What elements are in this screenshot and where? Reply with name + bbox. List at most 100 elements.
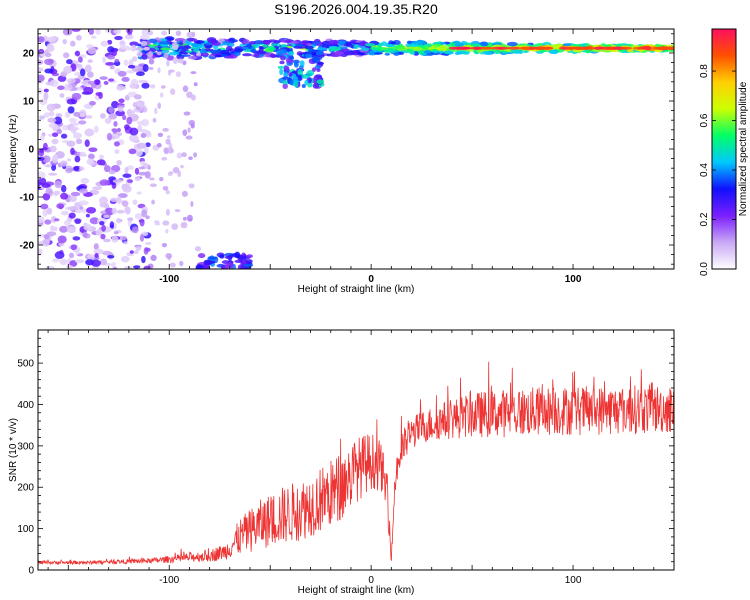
heatmap-cell	[196, 52, 201, 56]
heatmap-cell	[125, 70, 136, 74]
heatmap-cell	[54, 218, 60, 222]
heatmap-cell	[199, 50, 208, 54]
heatmap-cell	[381, 41, 387, 47]
heatmap-cell	[269, 53, 277, 59]
heatmap-cell	[57, 75, 67, 82]
heatmap-cell	[48, 172, 58, 176]
heatmap-cell	[43, 234, 50, 240]
heatmap-cell	[106, 132, 113, 141]
heatmap-cell	[49, 145, 57, 153]
heatmap-cell	[663, 46, 674, 50]
heatmap-cell	[42, 192, 51, 201]
heatmap-cell	[262, 40, 271, 45]
heatmap-cell	[506, 46, 521, 50]
heatmap-cell	[210, 49, 222, 54]
heatmap-cell	[87, 47, 97, 55]
heatmap-cell	[133, 94, 142, 100]
heatmap-cell	[94, 253, 99, 258]
heatmap-cell	[177, 46, 188, 50]
heatmap-cell	[59, 225, 69, 233]
heatmap-cell	[44, 219, 52, 225]
heatmap-cell	[443, 50, 450, 55]
heatmap-cell	[145, 215, 150, 220]
heatmap-cell	[140, 132, 147, 138]
heatmap-cell	[243, 263, 254, 267]
heatmap-cell	[42, 155, 51, 163]
heatmap-cell	[59, 258, 68, 266]
heatmap-cell	[62, 38, 67, 45]
heatmap-cell	[134, 167, 140, 175]
heatmap-cell	[205, 42, 212, 46]
heatmap-cell	[225, 262, 234, 269]
heatmap-cell	[289, 56, 295, 60]
heatmap-cell	[79, 206, 84, 210]
heatmap-cell	[289, 79, 294, 86]
heatmap-cell	[160, 85, 166, 89]
heatmap-cell	[312, 82, 320, 89]
heatmap-cell	[124, 124, 130, 130]
heatmap-cell	[562, 43, 572, 47]
heatmap-cell	[102, 56, 107, 64]
heatmap-cell	[139, 218, 145, 227]
heatmap-cell	[180, 54, 191, 57]
heatmap-cell	[138, 166, 146, 170]
heatmap-cell	[107, 255, 115, 259]
heatmap-cell	[148, 177, 155, 181]
heatmap-cell	[141, 118, 150, 127]
heatmap-cell	[602, 44, 612, 47]
heatmap-cell	[39, 148, 44, 153]
heatmap-cell	[78, 200, 89, 206]
heatmap-cell	[208, 256, 218, 260]
heatmap-cell	[182, 85, 189, 93]
heatmap-cell	[204, 44, 213, 49]
heatmap-cell	[411, 40, 423, 45]
heatmap-cell	[191, 42, 199, 48]
heatmap-cell	[134, 47, 144, 51]
heatmap-cell	[132, 199, 138, 205]
heatmap-cell	[117, 132, 123, 136]
heatmap-cell	[250, 48, 257, 53]
x-tick-label: 0	[368, 274, 374, 285]
heatmap-cell	[147, 263, 154, 269]
heatmap-cell	[137, 103, 143, 108]
heatmap-cell	[111, 207, 118, 215]
heatmap-cell	[96, 159, 106, 166]
heatmap-cell	[219, 254, 225, 259]
heatmap-cell	[150, 84, 156, 89]
heatmap-cell	[144, 247, 151, 252]
heatmap-cell	[116, 159, 122, 166]
heatmap-cell	[77, 166, 85, 171]
heatmap-cell	[187, 127, 191, 133]
heatmap-cell	[307, 83, 313, 88]
heatmap-cell	[315, 51, 324, 56]
heatmap-cell	[191, 31, 196, 38]
heatmap-cell	[108, 78, 115, 82]
y-tick-label: 300	[17, 441, 34, 452]
heatmap-cell	[593, 46, 603, 50]
heatmap-cell	[234, 259, 243, 263]
heatmap-cell	[72, 236, 81, 241]
heatmap-cell	[299, 60, 305, 67]
heatmap-cell	[159, 176, 164, 182]
heatmap-cell	[136, 51, 143, 58]
heatmap-cell	[423, 49, 432, 54]
heatmap-cell	[98, 196, 109, 205]
heatmap-cell	[44, 58, 54, 66]
heatmap-cell	[542, 46, 554, 50]
x-tick-label: -100	[159, 575, 179, 586]
heatmap-cell	[283, 65, 290, 71]
heatmap-cell	[43, 92, 49, 101]
heatmap-cell	[168, 69, 175, 73]
heatmap-cell	[83, 86, 94, 95]
heatmap-cell	[282, 83, 288, 90]
heatmap-cell	[493, 49, 501, 54]
heatmap-cell	[122, 114, 127, 121]
heatmap-cell	[86, 158, 95, 166]
heatmap-cell	[179, 260, 184, 267]
heatmap-cell	[207, 38, 216, 44]
heatmap-cells	[38, 29, 674, 269]
heatmap-cell	[144, 171, 151, 179]
heatmap-cell	[168, 51, 180, 56]
heatmap-cell	[201, 266, 211, 269]
heatmap-cell	[73, 111, 81, 117]
